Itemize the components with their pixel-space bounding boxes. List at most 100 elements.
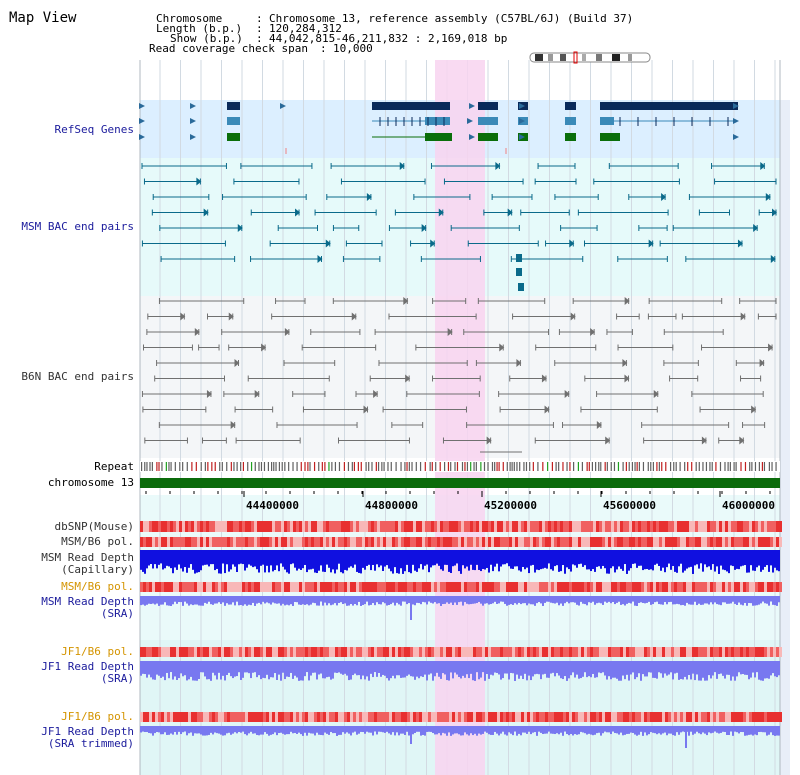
gene-arrow (139, 134, 145, 140)
jf1-depth-trim-bar (484, 726, 486, 732)
msm-pair-arrow (737, 239, 743, 248)
msm-depth-sra-bar (342, 596, 344, 605)
track-label-b6n-bac[interactable]: B6N BAC end pairs (21, 370, 134, 383)
jf1-b6-pol-cell (497, 647, 500, 657)
jf1-b6-pol-cell (629, 647, 632, 657)
jf1-b6-pol-2-cell (539, 712, 542, 722)
jf1-b6-pol-2-cell (731, 712, 734, 722)
jf1-depth-sra-bar (214, 661, 216, 676)
msm-depth-cap-bar (206, 550, 208, 565)
jf1-b6-pol-cell (737, 647, 740, 657)
repeat-mark (200, 462, 202, 471)
repeat-mark (408, 462, 410, 471)
jf1-depth-sra-bar (484, 661, 486, 681)
msm-b6-pol-2-cell (695, 582, 698, 592)
msm-depth-cap-bar (712, 550, 714, 565)
msm-depth-cap-bar (264, 550, 266, 573)
msm-depth-sra-bar (672, 596, 674, 605)
jf1-depth-sra-bar (338, 661, 340, 673)
msm-depth-sra-bar (710, 596, 712, 603)
jf1-depth-sra-bar (298, 661, 300, 681)
dbsnp-cell (260, 521, 263, 532)
jf1-b6-pol-2-cell (458, 712, 461, 722)
jf1-b6-pol-2-cell (467, 712, 470, 722)
dbsnp-cell (395, 521, 398, 532)
jf1-b6-pol-2-cell (245, 712, 248, 722)
msm-depth-cap-bar (496, 550, 498, 564)
jf1-depth-sra-bar (680, 661, 682, 680)
jf1-b6-pol-cell (770, 647, 773, 657)
jf1-depth-sra-bar (510, 661, 512, 673)
jf1-depth-trim-bar (604, 726, 606, 732)
jf1-depth-sra-bar (322, 661, 324, 679)
msm-depth-cap-bar (328, 550, 330, 568)
track-label-refseq[interactable]: RefSeq Genes (54, 123, 134, 136)
jf1-b6-pol-cell (365, 647, 368, 657)
msm-depth-cap-bar (282, 550, 284, 567)
msm-b6-pol-cell (260, 537, 263, 547)
jf1-b6-pol-cell (254, 647, 257, 657)
msm-depth-cap-bar (454, 550, 456, 566)
jf1-depth-trim-bar (314, 726, 316, 736)
jf1-depth-sra-bar (200, 661, 202, 673)
jf1-b6-pol-cell (182, 647, 185, 657)
jf1-b6-pol-cell (215, 647, 218, 657)
jf1-b6-pol-2-cell (665, 712, 668, 722)
dbsnp-cell (257, 521, 260, 532)
msm-b6-pol-2-cell (368, 582, 371, 592)
dbsnp-cell (236, 521, 239, 532)
jf1-b6-pol-cell (140, 647, 143, 657)
dbsnp-cell (752, 521, 755, 532)
msm-b6-pol-cell (362, 537, 365, 547)
jf1-b6-pol-cell (704, 647, 707, 657)
msm-b6-pol-cell (608, 537, 611, 547)
dbsnp-cell (764, 521, 767, 532)
msm-b6-pol-2-cell (734, 582, 737, 592)
jf1-depth-sra-bar (284, 661, 286, 680)
jf1-depth-sra-bar (256, 661, 258, 678)
jf1-b6-pol-cell (740, 647, 743, 657)
msm-depth-sra-bar (564, 596, 566, 604)
jf1-depth-trim-bar (346, 726, 348, 733)
msm-pair-arrow (760, 162, 766, 170)
repeat-mark (313, 462, 316, 471)
jf1-b6-pol-cell (776, 647, 779, 657)
jf1-depth-sra-bar (456, 661, 458, 675)
jf1-b6-pol-2-cell (233, 712, 236, 722)
msm-depth-cap-bar (456, 550, 458, 564)
jf1-b6-pol-cell (359, 647, 362, 657)
dbsnp-cell (491, 521, 494, 532)
msm-b6-pol-2-cell (245, 582, 248, 592)
track-label-msm-bac[interactable]: MSM BAC end pairs (21, 220, 134, 233)
jf1-depth-trim-bar (422, 726, 424, 735)
repeat-mark (516, 462, 518, 471)
msm-depth-cap-bar (380, 550, 382, 566)
dbsnp-cell (302, 521, 305, 532)
msm-depth-cap-bar (426, 550, 428, 565)
dbsnp-cell (209, 521, 212, 532)
msm-depth-cap-bar (160, 550, 162, 564)
repeat-mark (288, 462, 290, 471)
jf1-b6-pol-cell (179, 647, 182, 657)
jf1-b6-pol-cell (266, 647, 269, 657)
jf1-b6-pol-cell (434, 647, 437, 657)
dbsnp-cell (530, 521, 533, 532)
jf1-depth-sra-bar (238, 661, 240, 673)
msm-depth-sra-bar (320, 596, 322, 602)
msm-depth-cap-bar (778, 550, 780, 572)
msm-depth-cap-bar (342, 550, 344, 574)
jf1-b6-pol-cell (692, 647, 695, 657)
jf1-depth-sra-bar (454, 661, 456, 673)
msm-pair-arrow (495, 162, 501, 170)
jf1-b6-pol-2-cell (200, 712, 203, 722)
jf1-depth-sra-bar (142, 661, 144, 674)
msm-depth-cap-bar (542, 550, 544, 569)
jf1-depth-sra-bar (774, 661, 776, 677)
jf1-depth-trim-bar (230, 726, 232, 735)
jf1-depth-trim-bar (724, 726, 726, 732)
jf1-depth-sra-bar (752, 661, 754, 673)
repeat-mark (281, 462, 283, 471)
jf1-depth-trim-bar (598, 726, 600, 733)
jf1-b6-pol-cell (416, 647, 419, 657)
